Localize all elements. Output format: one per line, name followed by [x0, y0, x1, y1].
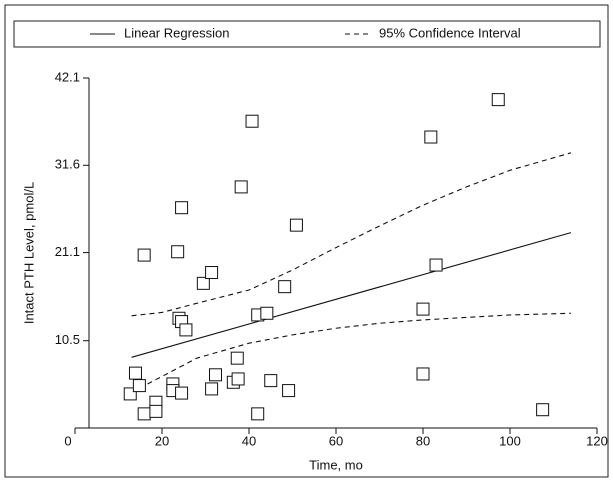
line: [131, 312, 571, 393]
y-tick-label: 42.1: [55, 69, 80, 84]
point: [264, 374, 278, 388]
legend-box: [13, 20, 601, 48]
line: [131, 232, 572, 358]
y-axis-label: Intact PTH Level, pmol/L: [21, 182, 36, 324]
point: [245, 114, 259, 128]
point: [209, 368, 223, 382]
x-tick-label: 60: [329, 433, 343, 448]
point: [234, 180, 248, 194]
point: [289, 218, 303, 232]
y-tick-label: 21.1: [55, 244, 80, 259]
point: [230, 351, 244, 365]
y-tick-label: 10.5: [55, 332, 80, 347]
point: [416, 367, 430, 381]
point: [175, 386, 189, 400]
point: [171, 245, 185, 259]
x-tick-label: 20: [155, 433, 169, 448]
point: [282, 384, 296, 398]
point: [231, 372, 245, 386]
point: [251, 407, 265, 421]
legend-label: Linear Regression: [124, 25, 230, 40]
point: [175, 201, 189, 215]
point: [424, 130, 438, 144]
point: [196, 276, 210, 290]
x-tick-label: 80: [416, 433, 430, 448]
point: [205, 266, 219, 280]
frame: [4, 4, 609, 478]
line: [131, 152, 572, 317]
point: [260, 306, 274, 320]
point: [205, 382, 219, 396]
point: [128, 366, 142, 380]
x-tick-label: 40: [242, 433, 256, 448]
y-tick-label: 31.6: [55, 157, 80, 172]
point: [536, 403, 550, 417]
x-tick-label: 120: [586, 433, 608, 448]
point: [416, 302, 430, 316]
point: [278, 280, 292, 294]
x-tick-label: 0: [64, 433, 71, 448]
x-tick-label: 100: [499, 433, 521, 448]
point: [137, 248, 151, 262]
point: [149, 404, 163, 418]
point: [132, 379, 146, 393]
x-axis-label: Time, mo: [309, 457, 363, 472]
legend-label: 95% Confidence Interval: [379, 25, 521, 40]
point: [429, 258, 443, 272]
point: [491, 93, 505, 107]
point: [137, 407, 151, 421]
point: [179, 323, 193, 337]
